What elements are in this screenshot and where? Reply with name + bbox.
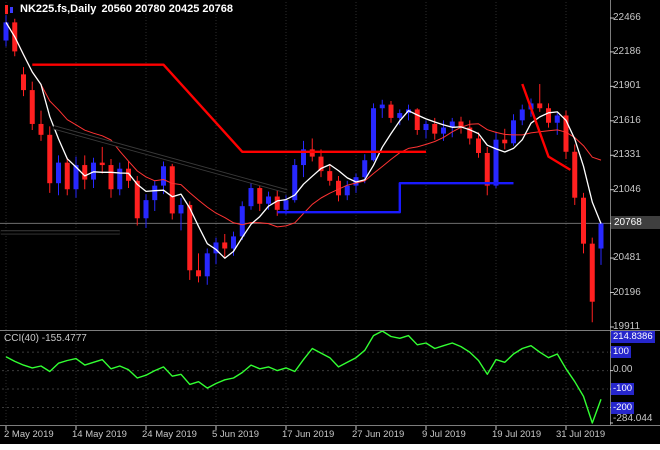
cci-level-minus200-tag: -200: [611, 401, 635, 414]
time-axis-label: 14 May 2019: [72, 429, 127, 440]
time-axis-label: 27 Jun 2019: [352, 429, 405, 440]
price-axis-label: 22186: [613, 45, 641, 57]
window-bottom-edge: [0, 444, 660, 450]
chart-header: NK225.fs,Daily 20560 20780 20425 20768: [4, 3, 233, 15]
price-axis-label: 21331: [613, 149, 641, 161]
price-axis-label: 20481: [613, 252, 641, 264]
cci-min-label: -284.044: [613, 413, 653, 424]
current-price-tag: 20768: [611, 216, 660, 230]
time-axis-label: 19 Jul 2019: [492, 429, 542, 440]
time-axis-label: 2 May 2019: [4, 429, 54, 440]
time-axis-label: 31 Jul 2019: [556, 429, 606, 440]
price-axis-label: 22466: [613, 12, 641, 24]
symbol-timeframe-label: NK225.fs,Daily: [20, 3, 97, 15]
price-axis-label: 19911: [613, 320, 641, 332]
price-axis-label: 20196: [613, 286, 641, 298]
cci-level-100-tag: 100: [611, 346, 631, 359]
time-axis-label: 5 Jun 2019: [212, 429, 260, 440]
cci-level-minus100-tag: -100: [611, 383, 635, 396]
time-axis-label: 9 Jul 2019: [422, 429, 466, 440]
price-axis-label: 21046: [613, 183, 641, 195]
price-axis-label: 21901: [613, 80, 641, 92]
price-axis[interactable]: [610, 0, 660, 425]
price-axis-label: 21616: [613, 114, 641, 126]
ohlc-values: 20560 20780 20425 20768: [101, 3, 233, 15]
cci-max-tag: 214.8386: [611, 331, 655, 343]
cci-zero-label: 0.00: [613, 363, 633, 375]
indicator-label: CCI(40) -155.4777: [4, 333, 87, 344]
candlestick-icon: [4, 4, 15, 15]
time-axis-label: 17 Jun 2019: [282, 429, 335, 440]
time-axis-label: 24 May 2019: [142, 429, 197, 440]
